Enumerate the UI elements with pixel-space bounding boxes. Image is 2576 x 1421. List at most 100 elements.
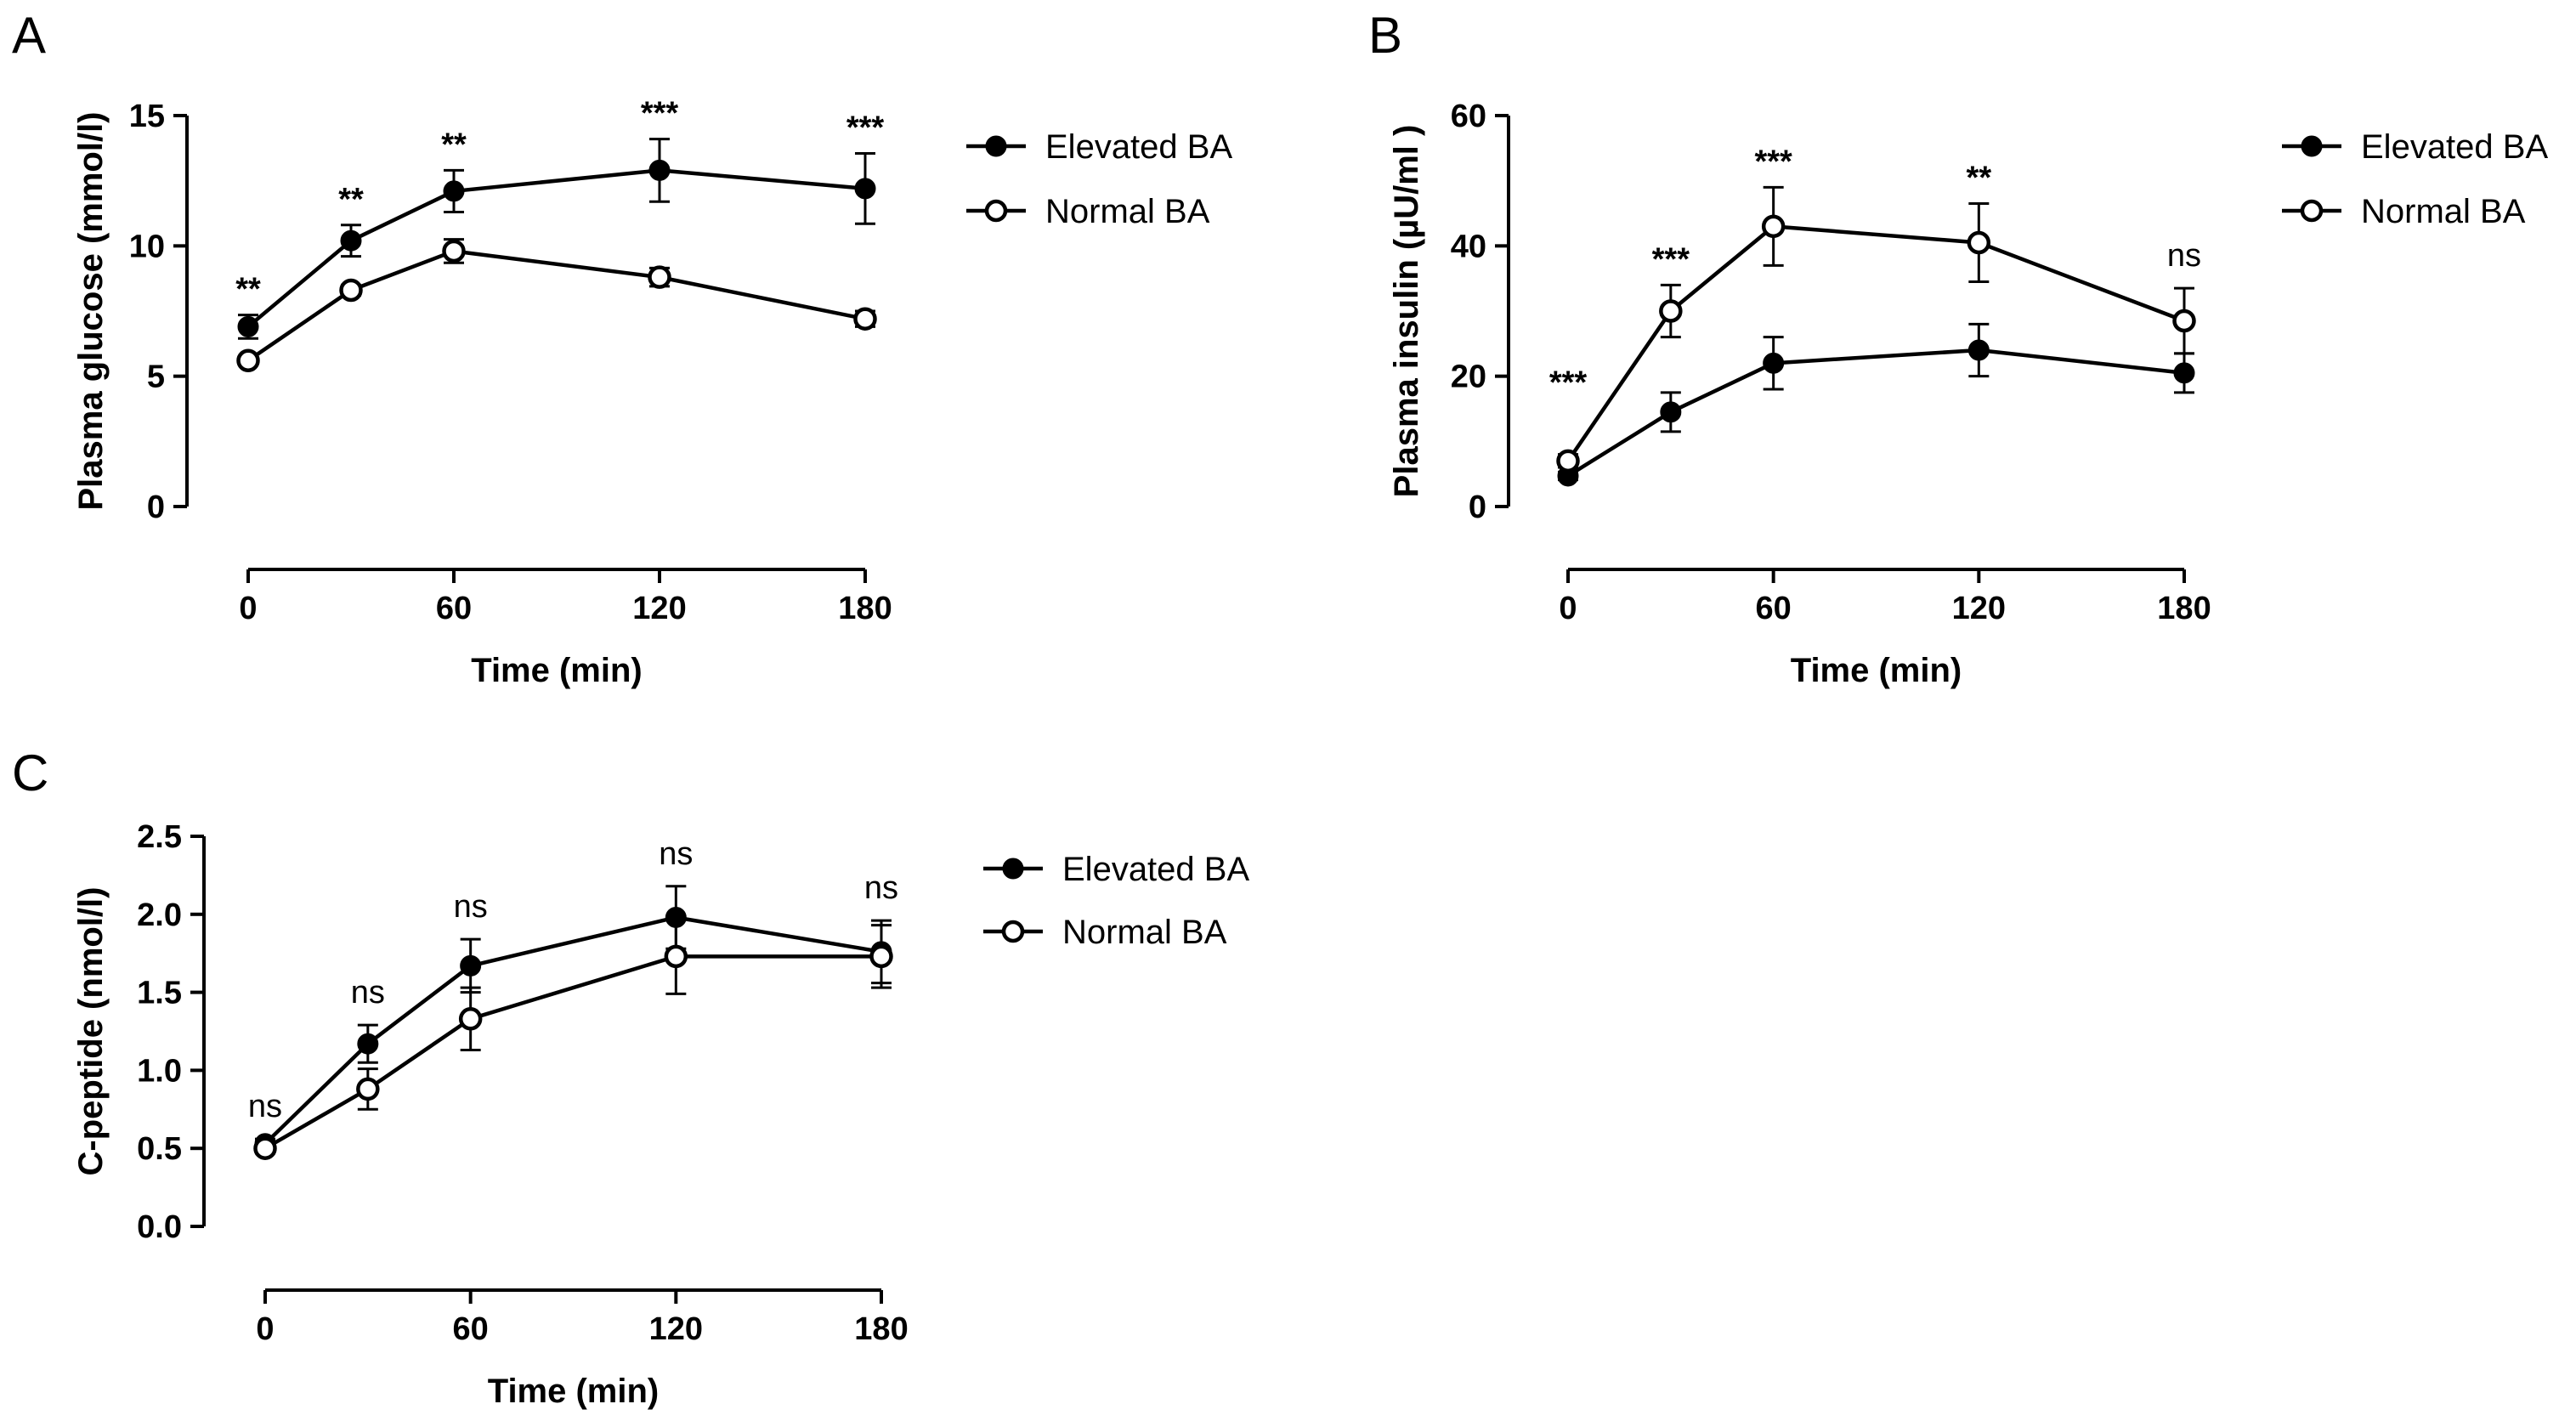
series-line bbox=[246, 249, 866, 363]
legend-item: Elevated BA bbox=[2282, 128, 2548, 166]
data-point bbox=[340, 229, 362, 252]
legend-label: Elevated BA bbox=[2361, 128, 2548, 166]
series-normal-ba bbox=[253, 917, 893, 1160]
x-axis-title: Time (min) bbox=[471, 652, 643, 689]
data-point bbox=[854, 178, 876, 200]
y-tick-label: 10 bbox=[129, 229, 165, 264]
legend-label: Normal BA bbox=[2361, 193, 2526, 230]
significance-label: ns bbox=[351, 975, 385, 1011]
x-tick-label: 120 bbox=[1952, 591, 2006, 626]
x-tick-label: 0 bbox=[239, 591, 257, 626]
significance-label: ** bbox=[1967, 161, 1992, 196]
legend-item: Normal BA bbox=[983, 914, 1227, 951]
data-point bbox=[853, 307, 877, 331]
legend-marker bbox=[984, 199, 1008, 223]
y-tick-label: 1.0 bbox=[137, 1053, 182, 1089]
legend-label: Elevated BA bbox=[1062, 851, 1249, 888]
legend-item: Normal BA bbox=[2282, 193, 2526, 230]
series-normal-ba bbox=[1556, 185, 2196, 473]
significance-label: *** bbox=[1549, 365, 1588, 401]
y-tick-label: 1.5 bbox=[137, 976, 182, 1011]
significance-label: ns bbox=[659, 836, 693, 872]
y-tick-label: 20 bbox=[1451, 359, 1486, 395]
data-point bbox=[458, 1007, 483, 1031]
y-tick-label: 2.0 bbox=[137, 897, 182, 933]
legend-marker bbox=[2300, 199, 2324, 223]
significance-label: ns bbox=[864, 870, 898, 906]
data-point bbox=[357, 1033, 379, 1055]
significance-label: ns bbox=[2167, 238, 2201, 274]
y-tick-label: 0.5 bbox=[137, 1131, 182, 1167]
panel-letter: C bbox=[12, 744, 48, 801]
y-tick-label: 0 bbox=[147, 490, 165, 525]
series-normal-ba bbox=[236, 238, 877, 373]
data-point bbox=[869, 944, 893, 969]
legend-marker bbox=[985, 135, 1007, 157]
x-tick-label: 60 bbox=[453, 1311, 489, 1347]
data-point bbox=[648, 159, 671, 181]
data-point bbox=[1763, 352, 1785, 374]
significance-label: *** bbox=[846, 110, 885, 145]
y-tick-label: 40 bbox=[1451, 229, 1486, 264]
significance-label: ** bbox=[235, 272, 261, 308]
significance-label: ns bbox=[454, 889, 488, 925]
data-point bbox=[253, 1136, 277, 1160]
y-tick-label: 5 bbox=[147, 359, 165, 395]
x-axis-title: Time (min) bbox=[488, 1373, 660, 1410]
data-point bbox=[339, 278, 363, 303]
significance-label: ns bbox=[248, 1089, 282, 1124]
chart-panel-c: C 0.0 0.5 1.0 1.5 2.0 2.5 C-peptide (nmol/l) 0 60… bbox=[12, 744, 1249, 1410]
y-tick-label: 0.0 bbox=[137, 1209, 182, 1245]
x-tick-label: 120 bbox=[632, 591, 686, 626]
data-point bbox=[2173, 362, 2195, 384]
x-tick-label: 180 bbox=[854, 1311, 908, 1347]
data-point bbox=[1967, 339, 1990, 361]
significance-label: *** bbox=[1652, 241, 1690, 277]
y-tick-label: 0 bbox=[1469, 490, 1486, 525]
series-elevated-ba bbox=[237, 138, 876, 340]
x-tick-label: 180 bbox=[838, 591, 892, 626]
legend-marker bbox=[1001, 920, 1025, 943]
legend-marker bbox=[1002, 858, 1024, 880]
panel-letter: B bbox=[1368, 7, 1402, 64]
significance-label: ** bbox=[441, 127, 467, 162]
data-point bbox=[443, 180, 465, 202]
data-point bbox=[1556, 449, 1580, 473]
data-point bbox=[356, 1077, 380, 1101]
significance-label: ** bbox=[338, 182, 364, 218]
data-point bbox=[1761, 214, 1786, 239]
x-tick-label: 0 bbox=[256, 1311, 274, 1347]
y-axis-title: C-peptide (nmol/l) bbox=[72, 887, 110, 1176]
legend-item: Elevated BA bbox=[983, 851, 1249, 888]
y-tick-label: 60 bbox=[1451, 99, 1486, 134]
panel-letter: A bbox=[12, 7, 46, 64]
data-point bbox=[648, 265, 671, 289]
data-point bbox=[1659, 299, 1683, 323]
y-tick-label: 2.5 bbox=[137, 819, 182, 855]
data-point bbox=[237, 315, 259, 337]
data-point bbox=[1967, 230, 1991, 255]
legend-label: Elevated BA bbox=[1045, 128, 1232, 166]
data-point bbox=[442, 239, 466, 263]
data-point bbox=[2172, 309, 2196, 333]
x-tick-label: 60 bbox=[1756, 591, 1792, 626]
series-elevated-ba bbox=[254, 885, 892, 1155]
significance-label: *** bbox=[1754, 144, 1792, 179]
data-point bbox=[236, 348, 260, 373]
legend-marker bbox=[2301, 135, 2323, 157]
legend-item: Normal BA bbox=[966, 193, 1210, 230]
data-point bbox=[1660, 401, 1682, 423]
legend-item: Elevated BA bbox=[966, 128, 1232, 166]
x-tick-label: 60 bbox=[436, 591, 472, 626]
series-elevated-ba bbox=[1557, 322, 2195, 487]
x-tick-label: 180 bbox=[2157, 591, 2211, 626]
legend-label: Normal BA bbox=[1045, 193, 1210, 230]
y-axis-title: Plasma insulin (µU/ml ) bbox=[1388, 125, 1425, 498]
x-axis-title: Time (min) bbox=[1791, 652, 1962, 689]
x-tick-label: 0 bbox=[1559, 591, 1577, 626]
x-tick-label: 120 bbox=[649, 1311, 703, 1347]
legend-label: Normal BA bbox=[1062, 914, 1227, 951]
significance-label: *** bbox=[641, 96, 679, 132]
y-axis-title: Plasma glucose (mmol/l) bbox=[72, 111, 110, 510]
